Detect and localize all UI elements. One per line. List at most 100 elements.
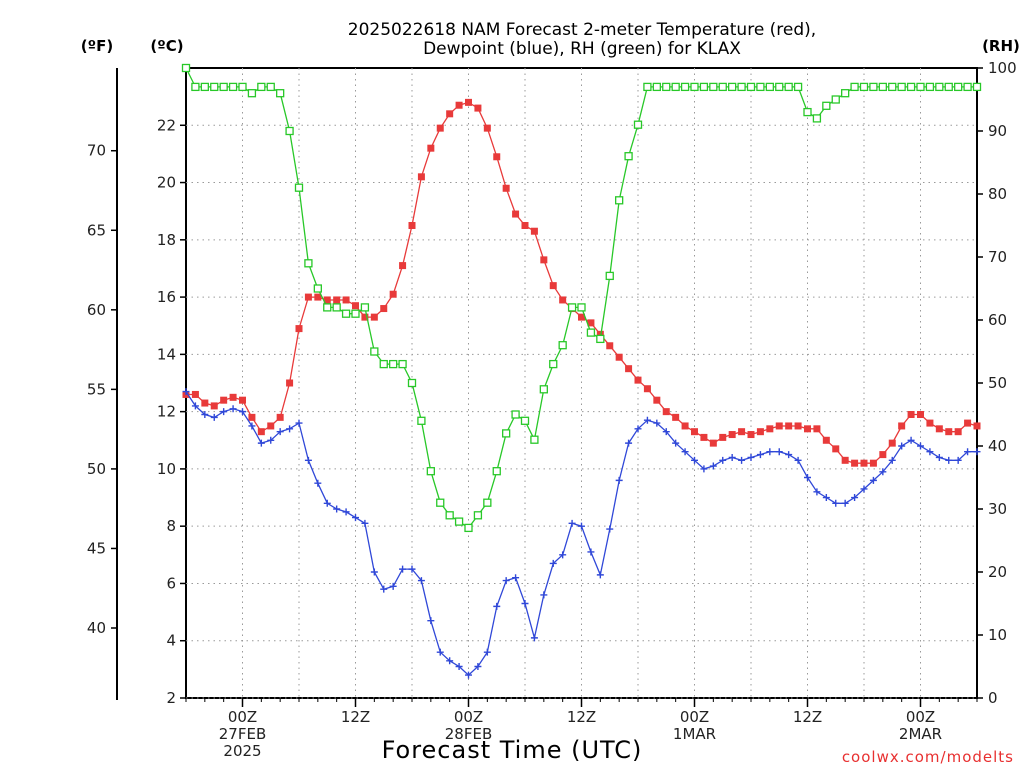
rh-point — [567, 303, 577, 312]
dewpoint-point — [841, 499, 849, 507]
rh-point — [633, 120, 643, 129]
rh-tick-label: 10 — [988, 626, 1007, 644]
temperature-point — [587, 319, 595, 327]
temperature-point — [446, 110, 454, 118]
dewpoint-point — [691, 456, 698, 464]
rh-tick-label: 20 — [988, 563, 1007, 581]
rh-point — [944, 82, 953, 92]
rh-point — [718, 82, 727, 92]
temperature-point — [408, 222, 416, 229]
dewpoint-point — [935, 453, 943, 461]
rh-point — [341, 309, 351, 318]
dewpoint-point — [888, 456, 896, 464]
dewpoint-point — [389, 582, 397, 590]
rh-point — [417, 416, 426, 425]
temperature-point — [672, 413, 680, 421]
dewpoint-point — [775, 448, 783, 456]
rh-point — [313, 284, 322, 293]
rh-point — [746, 82, 756, 92]
rh-tick-label: 0 — [988, 689, 998, 707]
dewpoint-point — [804, 474, 811, 481]
dewpoint-point — [634, 425, 642, 433]
rh-point — [775, 82, 784, 92]
rh-point — [615, 196, 624, 205]
temperature-point — [191, 390, 199, 398]
dewpoint-point — [342, 508, 350, 516]
rh-point — [935, 82, 944, 92]
rh-point — [398, 359, 407, 369]
temperature-point — [643, 385, 651, 393]
dewpoint-point — [427, 617, 435, 625]
temperature-point — [973, 422, 981, 430]
temperature-point — [521, 222, 529, 229]
rh-point — [247, 89, 257, 98]
rh-point — [266, 82, 275, 92]
temperature-point — [709, 439, 717, 447]
temperature-point — [286, 379, 294, 387]
rh-point — [671, 82, 680, 92]
rh-point — [869, 82, 878, 92]
rh-point — [426, 467, 435, 476]
rh-point — [370, 347, 379, 356]
temperature-point — [304, 293, 312, 301]
temperature-point — [766, 425, 774, 433]
rh-tick-label: 70 — [988, 248, 1007, 266]
dewpoint-point — [587, 548, 595, 556]
temperature-point — [257, 428, 265, 436]
dewpoint-point — [474, 663, 482, 670]
temperature-point — [389, 290, 397, 298]
rh-point — [445, 511, 454, 520]
celsius-tick-label: 4 — [166, 632, 176, 650]
temperature-point — [691, 428, 698, 436]
rh-point — [756, 82, 765, 92]
temperature-point — [879, 451, 887, 459]
rh-point — [549, 359, 558, 369]
dewpoint-point — [521, 600, 529, 607]
x-tick-label: 2025 — [223, 742, 261, 760]
rh-point — [257, 82, 266, 92]
temperature-point — [220, 396, 228, 404]
rh-point — [897, 82, 906, 92]
x-tick-label: 27FEB — [219, 725, 266, 743]
x-tick-label: 00Z — [228, 708, 257, 726]
dewpoint-point — [681, 448, 689, 456]
dewpoint-point — [191, 402, 199, 410]
dewpoint-point — [869, 476, 877, 484]
temperature-point — [417, 173, 425, 181]
dewpoint-point — [493, 602, 501, 610]
temperature-point — [756, 428, 764, 436]
rh-point — [906, 82, 916, 92]
rh-point — [502, 429, 511, 438]
fahrenheit-tick-label: 55 — [87, 380, 106, 398]
celsius-tick-label: 2 — [166, 689, 176, 707]
temperature-point — [615, 353, 623, 361]
dewpoint-point — [596, 571, 604, 579]
temperature-point — [229, 393, 237, 401]
dewpoint-point — [738, 456, 746, 464]
temperature-point — [954, 428, 962, 436]
rh-point — [520, 416, 530, 425]
rh-point — [888, 82, 897, 92]
rh-point — [878, 82, 887, 92]
rh-tick-label: 40 — [988, 437, 1007, 455]
temperature-point — [427, 144, 435, 152]
rh-point — [379, 359, 388, 369]
dewpoint-point — [719, 456, 727, 464]
temperature-point — [775, 422, 783, 430]
dewpoint-point — [709, 462, 717, 470]
dewpoint-point — [370, 568, 378, 576]
fahrenheit-unit-label: (ºF) — [81, 37, 113, 55]
temperature-point — [964, 419, 972, 427]
rh-point — [737, 82, 746, 92]
rh-point — [680, 82, 690, 92]
rh-point — [972, 82, 982, 92]
x-tick-label: 00Z — [454, 708, 483, 726]
celsius-unit-label: (ºC) — [150, 37, 183, 55]
dewpoint-point — [973, 448, 981, 456]
source-credit: coolwx.com/modelts — [842, 748, 1014, 766]
dewpoint-point — [361, 519, 369, 527]
x-tick-label: 1MAR — [673, 725, 716, 743]
temperature-point — [465, 98, 472, 106]
rh-point — [558, 341, 567, 350]
temperature-point — [399, 262, 407, 270]
